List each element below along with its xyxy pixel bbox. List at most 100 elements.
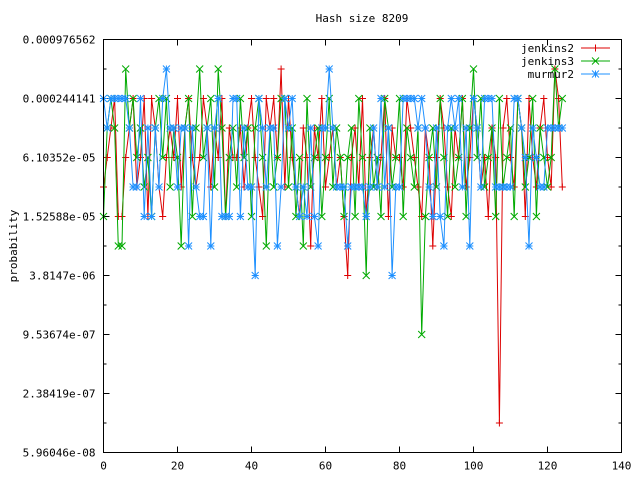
data-point [543,183,552,191]
data-point [377,212,385,221]
data-point [502,153,511,162]
data-point [196,154,204,161]
data-point [488,124,496,132]
data-point [480,183,489,191]
legend-marker [592,44,599,52]
legend-label: jenkins3 [521,55,574,68]
data-point [421,124,430,132]
x-tick-label: 140 [612,460,632,473]
data-point [148,95,156,102]
data-point [425,183,433,191]
data-point [436,94,445,103]
data-point [484,153,493,162]
data-point [321,153,330,162]
data-point [499,183,507,191]
data-point [477,94,485,103]
data-point [532,153,541,162]
data-point [347,124,356,132]
data-point [132,183,141,191]
data-point [366,183,374,191]
data-point [136,94,145,103]
data-point [288,94,297,103]
data-point [295,153,304,162]
data-point [477,183,485,191]
data-point [521,183,530,191]
data-point [458,183,467,191]
data-point [536,124,544,132]
data-point [166,183,174,191]
data-point [295,212,304,221]
data-point [539,183,548,191]
data-point [447,94,456,103]
data-point [380,94,389,103]
data-point [417,330,426,339]
data-point [451,124,459,132]
y-tick-label: 0.000244141 [23,93,96,106]
data-point [547,153,556,162]
data-point [495,94,504,103]
data-point [206,242,215,250]
data-point [310,212,319,221]
data-point [184,94,193,103]
data-point [369,183,378,191]
data-point [188,124,197,132]
data-point [465,124,474,132]
data-point [473,124,482,132]
data-point [232,94,241,103]
legend-item-jenkins2: jenkins2 [521,42,610,55]
legend-marker [591,70,600,78]
data-point [210,124,219,132]
legend-label: jenkins2 [521,42,574,55]
data-point [558,124,567,132]
data-point [132,153,141,162]
data-point [306,124,315,132]
legend-label: murmur2 [528,68,574,81]
series-line-jenkins3 [103,68,563,335]
data-point [270,95,278,102]
data-point [288,124,297,132]
y-tick-label: 6.10352e-05 [23,152,96,165]
data-point [406,153,415,162]
data-point [184,242,193,250]
data-point [177,242,186,250]
data-point [121,94,130,103]
data-point [495,419,503,427]
x-tick-label: 100 [464,460,484,473]
y-tick-label: 9.53674e-07 [23,329,96,342]
data-point [136,124,145,132]
data-point [480,94,489,103]
y-axis-label: probability [7,209,20,282]
data-point [277,65,285,73]
data-point [465,242,474,250]
data-point [343,153,352,162]
data-point [403,124,411,132]
data-point [399,212,408,221]
data-point [125,124,134,132]
data-point [103,154,111,161]
data-point [366,124,374,132]
legend-marker [591,57,600,65]
data-point [488,94,496,103]
data-point [447,213,455,220]
data-point [410,94,419,103]
y-tick-label: 3.8147e-06 [29,270,95,283]
data-point [192,124,200,132]
data-point [458,94,467,103]
data-point [540,95,548,102]
data-point [140,212,149,221]
x-tick-label: 60 [319,460,332,473]
data-point [395,183,404,191]
data-point [277,94,285,103]
data-point [443,124,452,132]
series-murmur2 [99,65,567,280]
data-point [151,124,160,132]
data-point [380,183,389,191]
data-point [358,183,367,191]
data-point [321,124,330,132]
data-point [303,212,311,221]
data-point [358,153,367,162]
data-point [325,65,334,73]
data-point [243,124,252,132]
data-point [169,124,178,132]
data-point [407,124,415,132]
